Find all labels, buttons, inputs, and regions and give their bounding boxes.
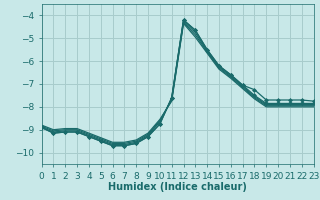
X-axis label: Humidex (Indice chaleur): Humidex (Indice chaleur) xyxy=(108,182,247,192)
